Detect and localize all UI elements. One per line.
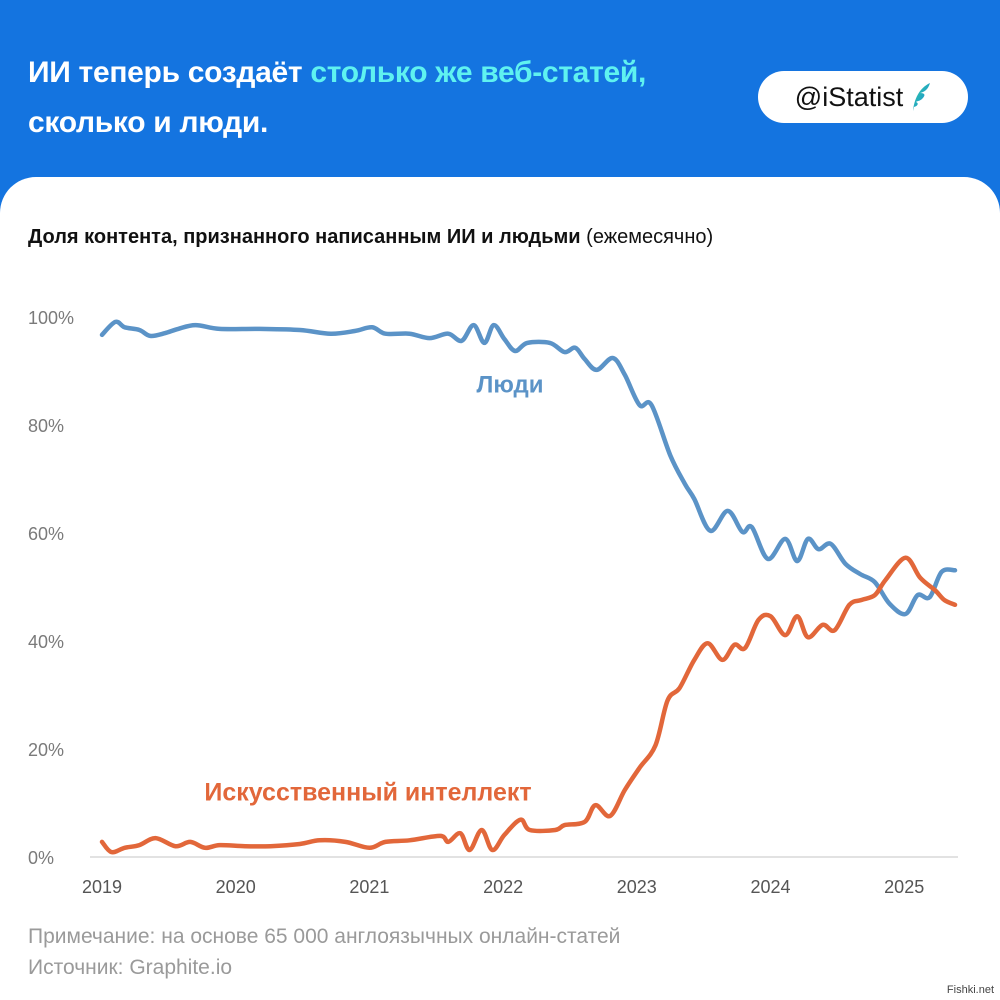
footnote: Примечание: на основе 65 000 англоязычны… xyxy=(28,925,621,948)
headline-part1: ИИ теперь создаёт xyxy=(28,56,311,89)
series-line-ai xyxy=(99,555,958,855)
x-tick-label: 2020 xyxy=(216,877,256,897)
istatist-badge[interactable]: @iStatist xyxy=(758,71,968,123)
feather-logo-icon xyxy=(913,83,931,111)
header: ИИ теперь создаёт столько же веб-статей,… xyxy=(0,0,1000,200)
chart-title-suffix: (ежемесячно) xyxy=(586,226,714,248)
x-tick-label: 2023 xyxy=(617,877,657,897)
headline-highlight: столько же веб-статей, xyxy=(310,56,647,89)
y-tick-label: 100% xyxy=(28,308,74,328)
line-chart: 0% 20% 40% 60% 80% 100% 2019 2020 2021 2022 2023 20… xyxy=(28,308,958,897)
x-tick-label: 2022 xyxy=(483,877,523,897)
headline: ИИ теперь создаёт столько же веб-статей,… xyxy=(28,48,748,148)
x-tick-label: 2021 xyxy=(349,877,389,897)
badge-label: @iStatist xyxy=(794,81,904,112)
chart-title: Доля контента, признанного написанным ИИ… xyxy=(28,226,713,249)
y-tick-label: 0% xyxy=(28,848,54,868)
x-tick-label: 2024 xyxy=(750,877,790,897)
watermark: Fishki.net xyxy=(946,984,994,996)
series-label: Люди xyxy=(476,372,543,399)
y-tick-label: 40% xyxy=(28,632,64,652)
y-tick-label: 60% xyxy=(28,524,64,544)
y-tick-label: 20% xyxy=(28,740,64,760)
y-tick-label: 80% xyxy=(28,416,64,436)
source: Источник: Graphite.io xyxy=(28,956,233,979)
chart-title-main: Доля контента, признанного написанным ИИ… xyxy=(28,226,581,248)
chart-card xyxy=(0,177,1000,1000)
x-tick-label: 2025 xyxy=(884,877,924,897)
x-tick-label: 2019 xyxy=(82,877,122,897)
headline-part2: сколько и люди. xyxy=(28,106,269,139)
series-label: Искусственный интеллект xyxy=(204,778,531,806)
series-line-humans xyxy=(99,319,958,617)
